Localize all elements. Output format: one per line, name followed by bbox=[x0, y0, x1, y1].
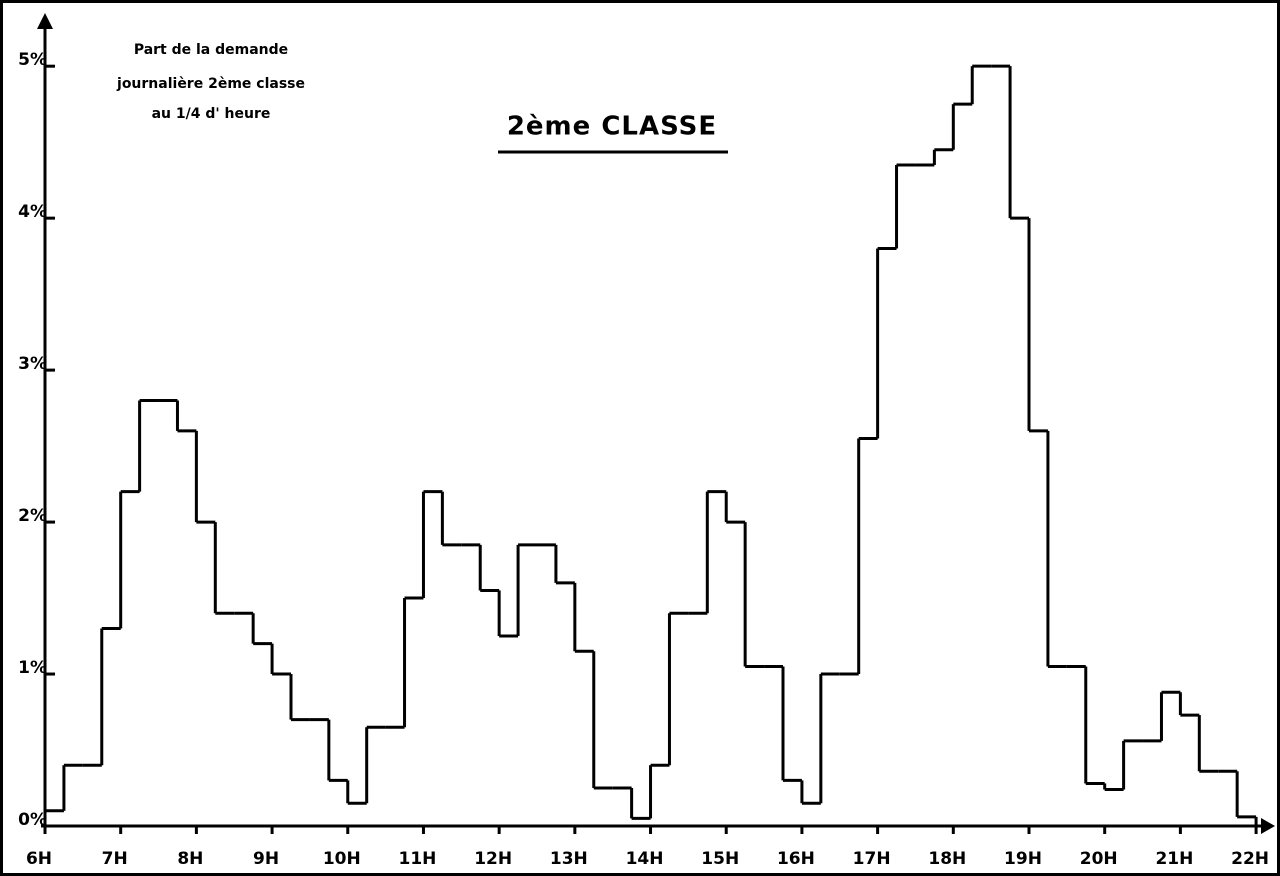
x-tick-label: 11H bbox=[399, 849, 437, 869]
y-tick-label: 2% bbox=[18, 506, 47, 526]
x-tick-label: 10H bbox=[323, 849, 361, 869]
y-axis-arrow bbox=[37, 13, 53, 29]
x-tick-label: 20H bbox=[1080, 849, 1118, 869]
y-tick-label: 0% bbox=[18, 810, 47, 830]
x-tick-label: 9H bbox=[253, 849, 279, 869]
annotation: Part de la demande bbox=[134, 42, 288, 58]
x-tick-label: 7H bbox=[102, 849, 128, 869]
x-tick-label: 6H bbox=[26, 849, 52, 869]
x-tick-label: 13H bbox=[550, 849, 588, 869]
x-tick-label: 17H bbox=[853, 849, 891, 869]
chart-title: 2ème CLASSE bbox=[507, 112, 717, 142]
x-tick-label: 14H bbox=[626, 849, 664, 869]
annotation: au 1/4 d' heure bbox=[152, 106, 271, 122]
y-tick-label: 5% bbox=[18, 50, 47, 70]
x-tick-label: 12H bbox=[474, 849, 512, 869]
x-tick-label: 22H bbox=[1231, 849, 1269, 869]
y-tick-label: 3% bbox=[18, 354, 47, 374]
x-tick-label: 8H bbox=[177, 849, 203, 869]
x-tick-label: 16H bbox=[777, 849, 815, 869]
x-tick-label: 21H bbox=[1155, 849, 1193, 869]
x-axis-arrow bbox=[1261, 818, 1275, 834]
y-tick-label: 4% bbox=[18, 202, 47, 222]
x-tick-label: 18H bbox=[928, 849, 966, 869]
y-tick-label: 1% bbox=[18, 658, 47, 678]
x-tick-label: 15H bbox=[701, 849, 739, 869]
x-tick-label: 19H bbox=[1004, 849, 1042, 869]
annotation: journalière 2ème classe bbox=[116, 76, 305, 92]
